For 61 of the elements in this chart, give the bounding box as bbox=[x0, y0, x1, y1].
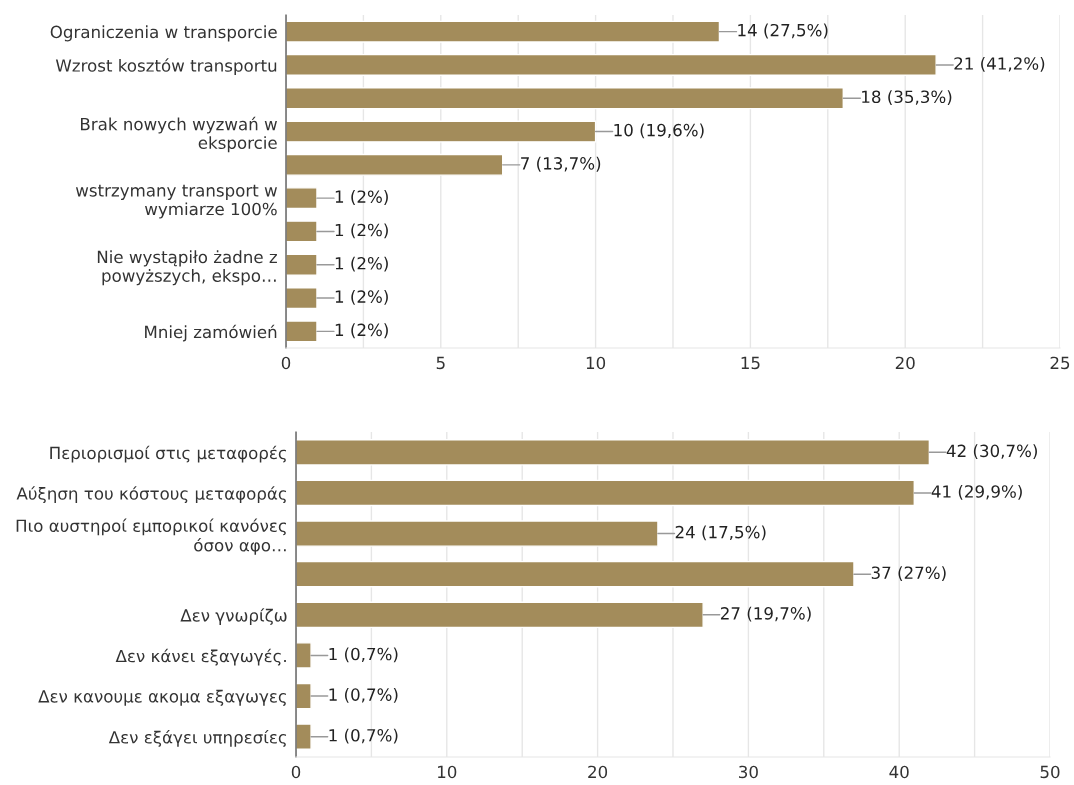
bar bbox=[296, 439, 931, 466]
bar bbox=[286, 220, 318, 243]
bar bbox=[296, 682, 312, 710]
bar bbox=[296, 642, 312, 669]
data-label: 1 (0,7%) bbox=[329, 647, 398, 663]
data-label: 1 (0,7%) bbox=[329, 688, 398, 703]
bar bbox=[296, 560, 855, 588]
x-tick-label: 50 bbox=[1040, 765, 1060, 779]
x-tick-label: 10 bbox=[438, 765, 457, 779]
x-tick-label: 20 bbox=[588, 765, 608, 779]
y-tick-label: Brak nowych wyzwań w eksporcie bbox=[81, 116, 277, 153]
x-tick-label: 20 bbox=[895, 356, 915, 370]
bar bbox=[286, 87, 844, 110]
y-tick-label: Ograniczenia w transporcie bbox=[50, 25, 277, 42]
data-label: 1 (0,7%) bbox=[329, 728, 398, 744]
x-tick-label: 0 bbox=[281, 356, 291, 370]
y-tick-label: Δεν κανουμε ακομα εξαγωγες bbox=[38, 689, 287, 706]
data-label: 42 (30,7%) bbox=[946, 444, 1037, 460]
y-tick-label: Περιορισμοί στις μεταφορές bbox=[50, 445, 287, 463]
bar bbox=[286, 120, 597, 143]
data-label: 37 (27%) bbox=[871, 566, 946, 581]
data-label: 21 (41,2%) bbox=[954, 56, 1045, 72]
data-label: 1 (2%) bbox=[335, 223, 388, 239]
y-tick-label: wstrzymany transport w wymiarze 100% bbox=[75, 184, 277, 219]
bar bbox=[286, 287, 318, 310]
y-tick-label: Mniej zamówień bbox=[145, 324, 277, 342]
bar bbox=[296, 601, 704, 629]
x-tick-label: 15 bbox=[741, 356, 760, 370]
bar bbox=[286, 153, 504, 176]
data-label: 1 (2%) bbox=[335, 256, 388, 272]
y-tick-label: Δεν γνωρίζω bbox=[180, 608, 287, 625]
data-label: 7 (13,7%) bbox=[521, 156, 601, 172]
data-label: 10 (19,6%) bbox=[614, 123, 704, 139]
data-label: 1 (2%) bbox=[335, 290, 388, 305]
x-tick-label: 10 bbox=[586, 356, 606, 370]
bar bbox=[286, 187, 318, 210]
y-tick-label: Wzrost kosztów transportu bbox=[55, 58, 277, 76]
data-label: 1 (2%) bbox=[335, 323, 388, 339]
x-tick-label: 0 bbox=[291, 765, 301, 779]
bar bbox=[286, 20, 721, 43]
data-label: 41 (29,9%) bbox=[931, 484, 1022, 500]
y-tick-label: Πιο αυστηροί εμπορικοί κανόνες όσον αφο… bbox=[16, 518, 287, 555]
bar bbox=[286, 53, 937, 76]
data-label: 24 (17,5%) bbox=[675, 525, 766, 541]
data-label: 1 (2%) bbox=[335, 190, 388, 205]
data-label: 14 (27,5%) bbox=[738, 23, 828, 39]
y-tick-label: Nie wystąpiło żadne z powyższych, ekspo… bbox=[97, 250, 277, 286]
y-tick-label: Αύξηση του κόστους μεταφοράς bbox=[16, 486, 287, 504]
x-tick-label: 25 bbox=[1050, 356, 1070, 370]
bar bbox=[296, 723, 312, 750]
data-label: 18 (35,3%) bbox=[862, 90, 952, 106]
x-tick-label: 30 bbox=[739, 765, 758, 779]
x-tick-label: 5 bbox=[436, 356, 445, 370]
bar bbox=[296, 520, 659, 547]
y-tick-label: Δεν εξάγει υπηρεσίες bbox=[108, 730, 287, 747]
data-label: 27 (19,7%) bbox=[720, 606, 811, 622]
bar bbox=[286, 320, 318, 343]
bar bbox=[286, 253, 318, 276]
bar bbox=[296, 479, 915, 507]
x-tick-label: 40 bbox=[889, 765, 909, 779]
y-tick-label: Δεν κάνει εξαγωγές. bbox=[115, 648, 286, 666]
